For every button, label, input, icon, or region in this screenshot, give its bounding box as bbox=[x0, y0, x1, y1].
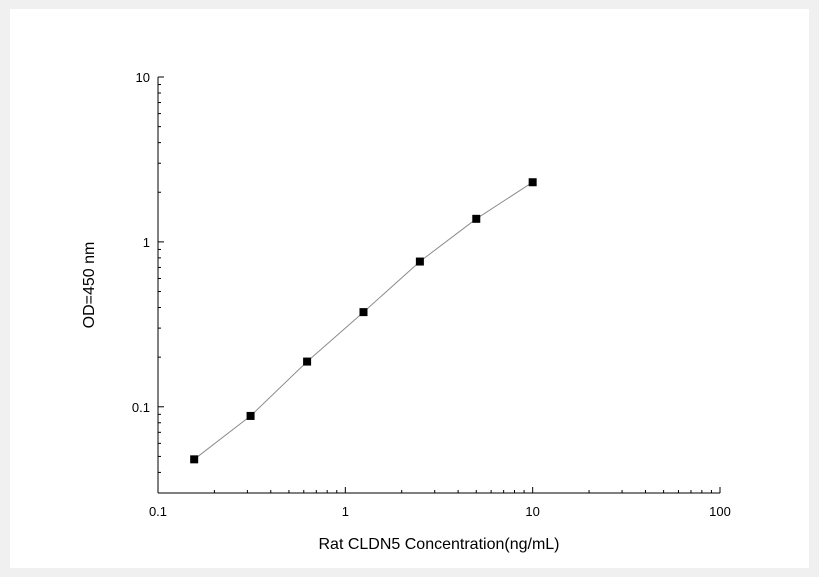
y-tick-label: 0.1 bbox=[132, 400, 150, 415]
y-tick-label: 1 bbox=[143, 235, 150, 250]
standard-curve-chart: 0.1 1 10 100 0.1 1 10 Rat CLDN5 Concentration(… bbox=[81, 70, 731, 553]
points-layer bbox=[190, 178, 537, 464]
axes: 0.1 1 10 100 0.1 1 10 bbox=[132, 70, 731, 519]
y-axis-label: OD=450 nm bbox=[81, 242, 98, 329]
data-point bbox=[246, 411, 255, 420]
fit-curve bbox=[193, 181, 533, 460]
x-tick-label: 10 bbox=[525, 504, 539, 519]
chart-frame: 0.1 1 10 100 0.1 1 10 Rat CLDN5 Concentration(… bbox=[10, 9, 809, 568]
curve-layer bbox=[193, 181, 533, 460]
data-point bbox=[415, 257, 424, 266]
x-tick-label: 0.1 bbox=[149, 504, 167, 519]
data-point bbox=[303, 357, 312, 366]
data-point bbox=[528, 178, 537, 187]
data-point bbox=[359, 308, 368, 317]
y-tick-label: 10 bbox=[136, 70, 150, 85]
data-point bbox=[190, 455, 199, 464]
x-tick-label: 100 bbox=[709, 504, 731, 519]
x-axis-label: Rat CLDN5 Concentration(ng/mL) bbox=[319, 536, 560, 553]
x-tick-label: 1 bbox=[342, 504, 349, 519]
data-point bbox=[472, 214, 481, 223]
